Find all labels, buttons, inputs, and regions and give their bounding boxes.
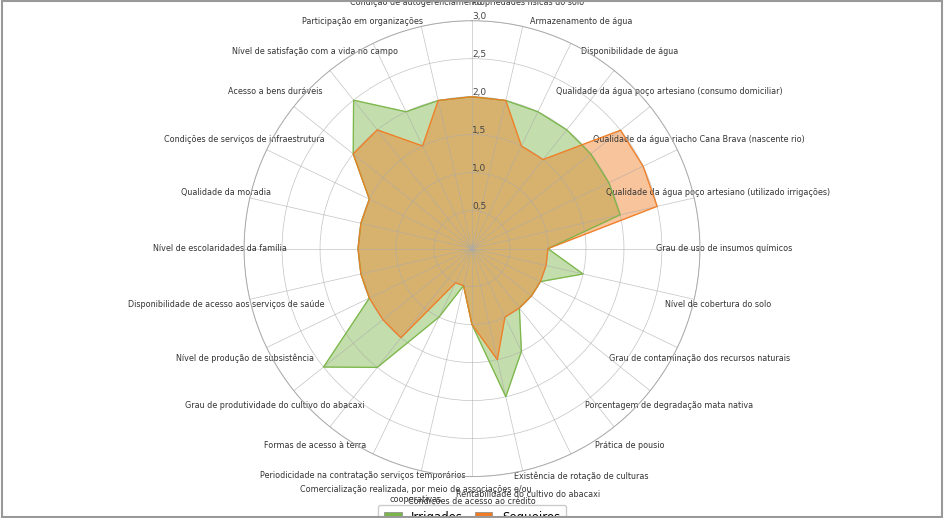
Polygon shape [324,97,620,397]
Legend: Irrigados, Sequeiros: Irrigados, Sequeiros [378,505,566,518]
Polygon shape [353,97,657,359]
